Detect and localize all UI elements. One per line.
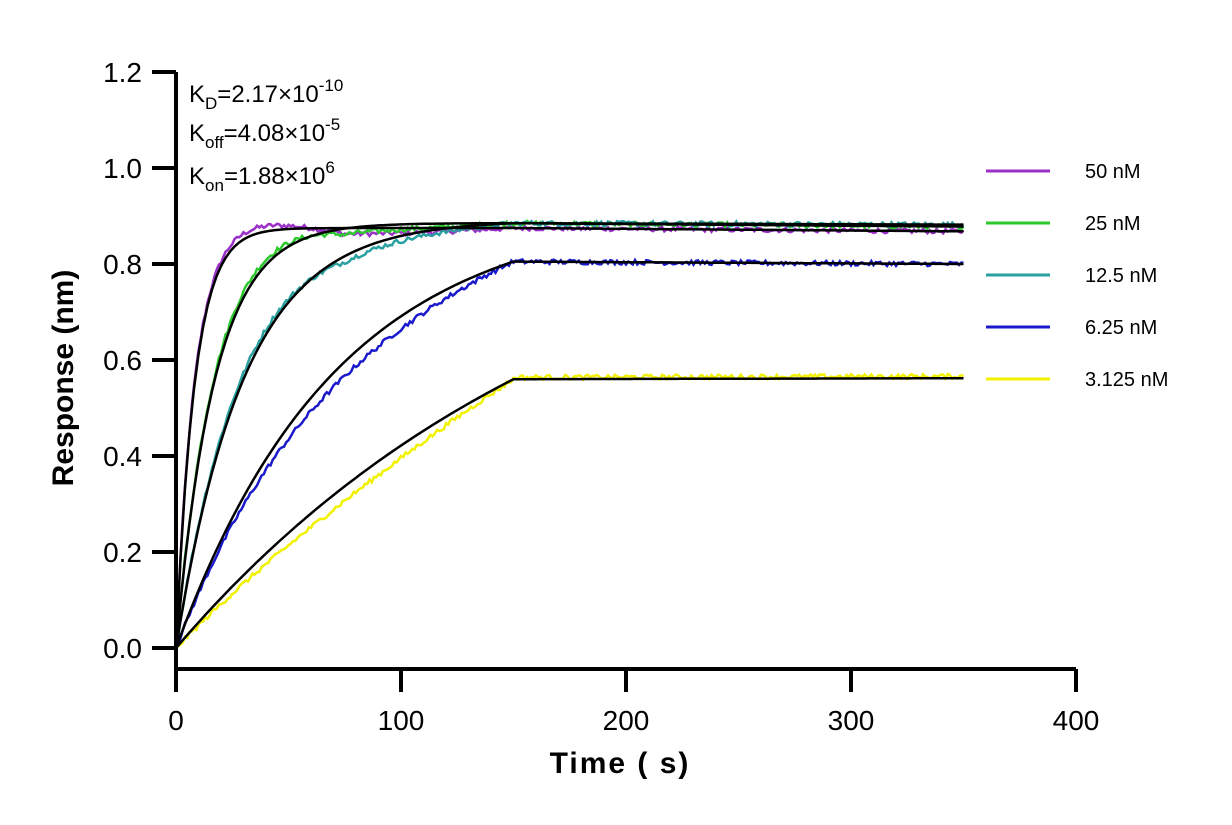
y-axis-title: Response (nm) — [47, 270, 80, 487]
legend-label-25-nm: 25 nM — [1085, 213, 1141, 235]
x-tick-label: 300 — [828, 705, 875, 736]
legend-label-50-nm: 50 nM — [1085, 161, 1141, 183]
legend-label-6-25-nm: 6.25 nM — [1085, 317, 1157, 339]
kd-annotation: KD=2.17×10-10 — [189, 76, 343, 113]
y-tick-label: 0.4 — [103, 441, 142, 472]
y-tick-label: 0.2 — [103, 537, 142, 568]
x-axis-title: Time ( s) — [550, 747, 691, 780]
x-tick-label: 400 — [1053, 705, 1100, 736]
fit-50-nm-line — [174, 226, 964, 649]
fit-6-25-nm-line — [174, 260, 964, 649]
legend-label-3-125-nm: 3.125 nM — [1085, 369, 1168, 391]
fit-25-nm-line — [174, 221, 964, 649]
series-50-nm-line — [174, 222, 965, 648]
x-tick-label: 0 — [168, 705, 184, 736]
legend: 50 nM 25 nM 12.5 nM 6.25 nM 3.125 nM — [986, 161, 1168, 391]
series-6-25-nm-line — [174, 257, 964, 649]
y-tick-label: 1.2 — [103, 57, 142, 88]
fit-3-125-nm-line — [175, 376, 964, 649]
y-tick-label: 1.0 — [103, 153, 142, 184]
y-tick-label: 0.6 — [103, 345, 142, 376]
fit-curves-layer — [174, 221, 964, 649]
series-3-125-nm-line — [175, 372, 964, 648]
legend-label-12-5-nm: 12.5 nM — [1085, 265, 1157, 287]
curves-layer — [174, 219, 965, 649]
y-tick-label: 0.0 — [103, 633, 142, 664]
series-12-5-nm-line — [174, 219, 965, 649]
y-ticks: 0.0 0.2 0.4 0.6 0.8 1.0 1.2 — [103, 57, 176, 664]
series-25-nm-line — [174, 219, 965, 649]
x-ticks: 0 100 200 300 400 — [168, 669, 1099, 736]
y-tick-label: 0.8 — [103, 249, 142, 280]
x-tick-label: 100 — [378, 705, 425, 736]
kon-annotation: Kon=1.88×106 — [189, 158, 335, 195]
koff-annotation: Koff=4.08×10-5 — [189, 115, 340, 152]
x-tick-label: 200 — [603, 705, 650, 736]
fit-12-5-nm-line — [174, 221, 964, 649]
